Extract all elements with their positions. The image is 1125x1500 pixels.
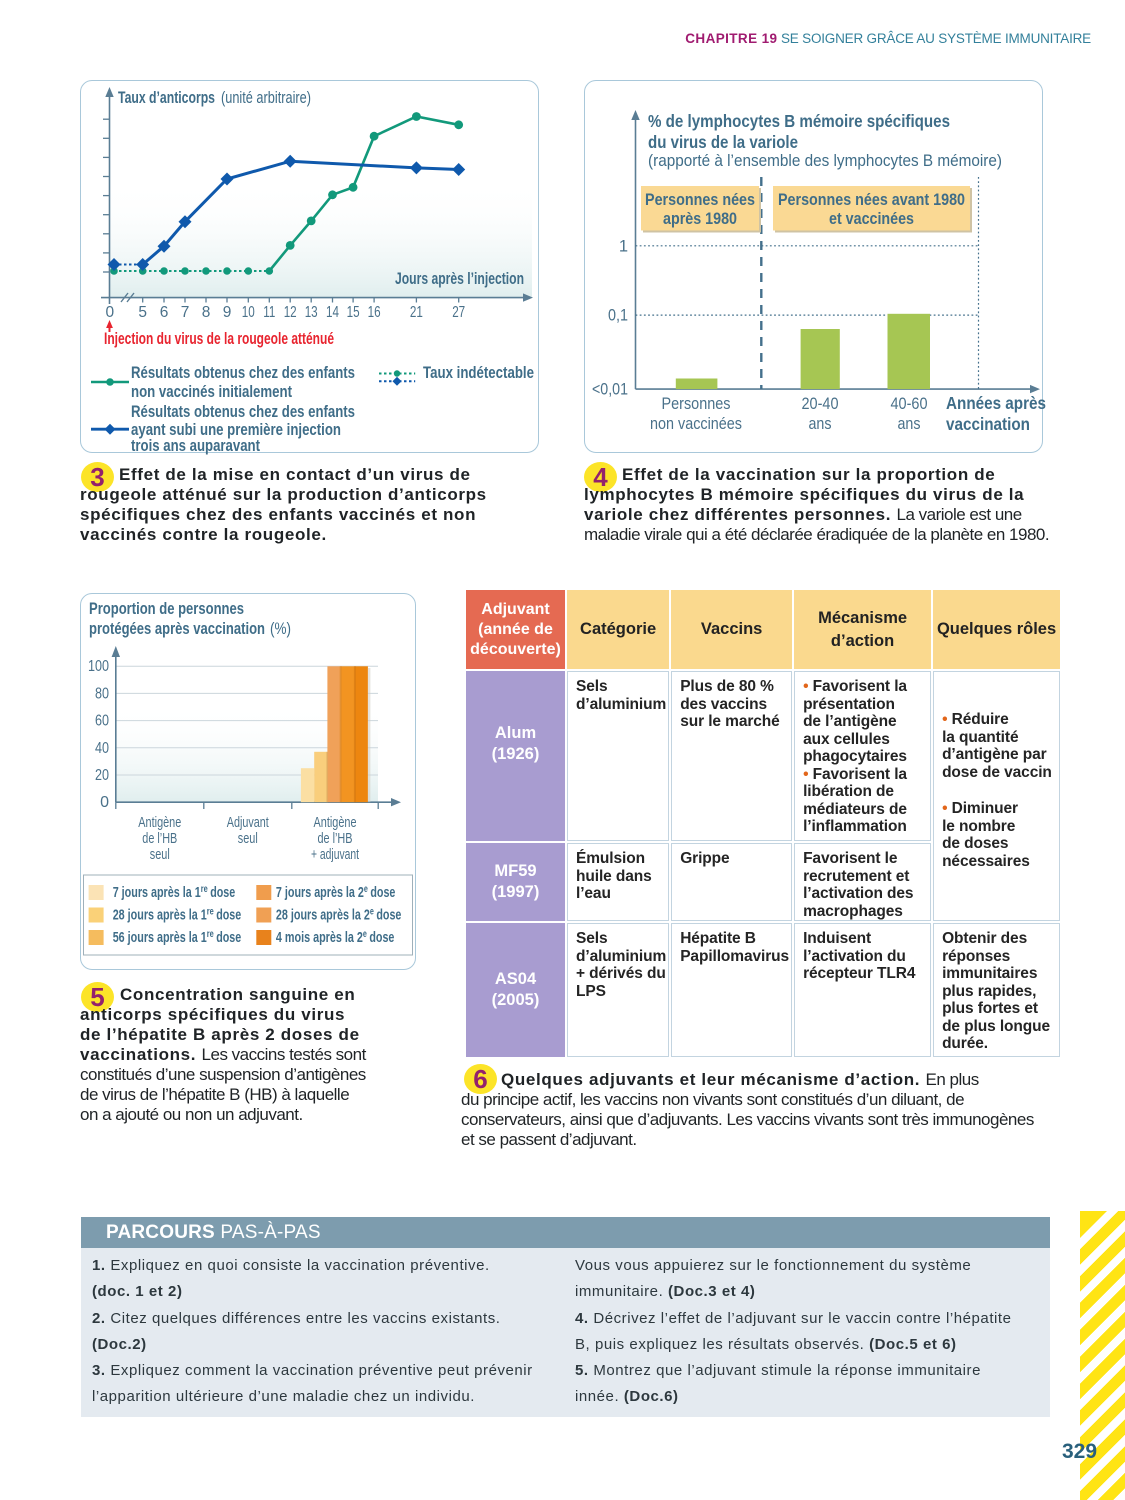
svg-text:Résultats obtenus chez des enf: Résultats obtenus chez des enfants [131, 403, 355, 421]
svg-text:dose: dose [370, 884, 395, 901]
svg-text:7: 7 [181, 304, 190, 321]
svg-text:28 jours après la 1: 28 jours après la 1 [113, 907, 207, 924]
svg-text:<0,01: <0,01 [592, 381, 628, 399]
svg-text:13: 13 [305, 304, 318, 321]
svg-text:dose: dose [369, 929, 394, 946]
svg-text:21: 21 [410, 304, 423, 321]
svg-text:11: 11 [263, 304, 275, 321]
svg-text:de l’HB: de l’HB [142, 830, 177, 847]
svg-text:0: 0 [105, 304, 114, 321]
svg-text:(%): (%) [270, 620, 291, 638]
svg-text:ans: ans [809, 415, 832, 433]
svg-text:du virus de la variole: du virus de la variole [648, 132, 798, 152]
svg-text:56 jours après la 1: 56 jours après la 1 [113, 929, 207, 946]
svg-text:80: 80 [95, 685, 109, 702]
svg-text:20: 20 [95, 767, 109, 784]
svg-text:Antigène: Antigène [138, 814, 181, 831]
svg-text:dose: dose [376, 907, 401, 924]
svg-text:7 jours après la 1: 7 jours après la 1 [113, 884, 201, 901]
svg-text:5: 5 [138, 304, 147, 321]
svg-text:ans: ans [898, 415, 921, 433]
svg-text:non vaccinés initialement: non vaccinés initialement [131, 383, 292, 401]
svg-text:0,1: 0,1 [608, 307, 628, 325]
svg-text:20-40: 20-40 [802, 395, 839, 413]
svg-text:1: 1 [619, 237, 628, 255]
svg-text:(unité arbitraire): (unité arbitraire) [221, 89, 311, 107]
svg-text:ayant subi une première inject: ayant subi une première injection [131, 421, 341, 439]
svg-text:Antigène: Antigène [314, 814, 357, 831]
svg-text:non vaccinées: non vaccinées [650, 415, 742, 433]
svg-text:10: 10 [242, 304, 255, 321]
svg-text:e: e [363, 929, 367, 940]
svg-text:0: 0 [100, 794, 109, 811]
svg-text:et vaccinées: et vaccinées [829, 210, 914, 228]
svg-text:% de lymphocytes B mémoire spé: % de lymphocytes B mémoire spécifiques [648, 111, 950, 131]
svg-text:16: 16 [368, 304, 381, 321]
svg-text:Injection du virus de la rouge: Injection du virus de la rougeole atténu… [104, 330, 334, 348]
svg-text:7 jours après la 2: 7 jours après la 2 [276, 884, 364, 901]
svg-text:Taux d’anticorps: Taux d’anticorps [118, 89, 215, 107]
svg-text:trois ans auparavant: trois ans auparavant [131, 437, 260, 455]
svg-text:Personnes nées: Personnes nées [645, 191, 755, 209]
svg-text:Personnes nées avant 1980: Personnes nées avant 1980 [778, 191, 965, 209]
svg-text:seul: seul [238, 830, 258, 847]
svg-text:Années après: Années après [946, 393, 1046, 413]
svg-text:de l’HB: de l’HB [318, 830, 353, 847]
svg-text:Personnes: Personnes [662, 395, 731, 413]
svg-text:e: e [364, 884, 368, 895]
svg-text:6: 6 [160, 304, 169, 321]
svg-text:(rapporté à l’ensemble des lym: (rapporté à l’ensemble des lymphocytes B… [648, 151, 1002, 170]
svg-text:re: re [207, 929, 214, 940]
svg-text:27: 27 [452, 304, 465, 321]
svg-text:re: re [201, 884, 208, 895]
svg-text:protégées après vaccination: protégées après vaccination [89, 620, 265, 638]
svg-text:Adjuvant: Adjuvant [227, 814, 270, 831]
svg-text:dose: dose [216, 929, 241, 946]
svg-text:+ adjuvant: + adjuvant [311, 846, 360, 863]
svg-text:vaccination: vaccination [946, 414, 1030, 434]
svg-text:seul: seul [150, 846, 170, 863]
svg-text:60: 60 [95, 713, 109, 730]
svg-text:re: re [207, 907, 214, 918]
svg-text:12: 12 [284, 304, 297, 321]
svg-text:dose: dose [216, 907, 241, 924]
svg-text:Résultats obtenus chez des enf: Résultats obtenus chez des enfants [131, 364, 355, 382]
svg-text:Proportion de personnes: Proportion de personnes [89, 600, 244, 618]
svg-text:e: e [370, 907, 374, 918]
svg-text:40: 40 [95, 740, 109, 757]
svg-text:après 1980: après 1980 [663, 210, 737, 228]
svg-text:40-60: 40-60 [891, 395, 928, 413]
svg-text:15: 15 [347, 304, 360, 321]
svg-text:9: 9 [223, 304, 232, 321]
svg-text:dose: dose [210, 884, 235, 901]
svg-text:14: 14 [326, 304, 339, 321]
svg-text:28 jours après la 2: 28 jours après la 2 [276, 907, 370, 924]
svg-text:4 mois après la 2: 4 mois après la 2 [276, 929, 363, 946]
svg-text:8: 8 [202, 304, 211, 321]
svg-text:Jours après l’injection: Jours après l’injection [395, 269, 524, 288]
svg-text:Taux indétectable: Taux indétectable [423, 364, 534, 382]
svg-text:100: 100 [88, 658, 109, 675]
